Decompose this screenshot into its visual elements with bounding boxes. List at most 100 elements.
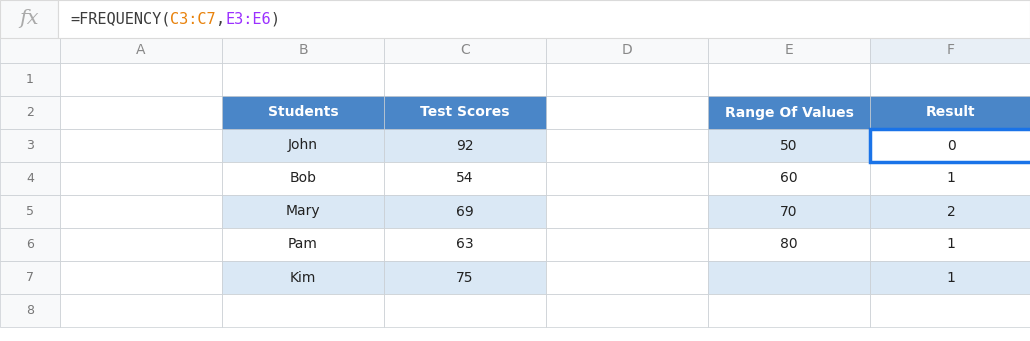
Bar	[222, 96, 384, 129]
Bar	[60, 162, 222, 195]
Text: B: B	[299, 44, 308, 58]
Bar	[546, 162, 708, 195]
Bar	[546, 294, 708, 327]
Bar	[0, 228, 60, 261]
Bar	[222, 195, 384, 228]
Bar	[870, 96, 1030, 129]
Bar	[870, 38, 1030, 63]
Bar	[384, 228, 546, 261]
Text: John: John	[288, 138, 318, 152]
Bar	[546, 63, 708, 96]
Bar	[222, 96, 384, 129]
Text: 63: 63	[456, 237, 474, 252]
Bar	[384, 63, 546, 96]
Text: 54: 54	[456, 172, 474, 186]
Text: D: D	[622, 44, 632, 58]
Bar	[222, 294, 384, 327]
Bar	[60, 261, 222, 294]
Text: 1: 1	[947, 172, 956, 186]
Bar	[870, 129, 1030, 162]
Bar	[60, 294, 222, 327]
Text: E3:E6: E3:E6	[226, 12, 271, 27]
Text: C3:C7: C3:C7	[170, 12, 216, 27]
Bar	[546, 195, 708, 228]
Bar	[708, 261, 870, 294]
Text: =FREQUENCY(: =FREQUENCY(	[70, 12, 170, 27]
Text: 70: 70	[781, 205, 798, 219]
Bar	[384, 129, 546, 162]
Text: fx: fx	[20, 10, 39, 29]
Bar	[222, 38, 384, 63]
Text: 69: 69	[456, 205, 474, 219]
Bar	[546, 228, 708, 261]
Bar	[60, 228, 222, 261]
Bar	[222, 63, 384, 96]
Bar	[384, 162, 546, 195]
Text: 75: 75	[456, 270, 474, 284]
Bar	[708, 162, 870, 195]
Text: 3: 3	[26, 139, 34, 152]
Bar	[0, 38, 60, 63]
Bar	[60, 129, 222, 162]
Bar	[0, 129, 60, 162]
Text: 60: 60	[780, 172, 798, 186]
Bar	[870, 228, 1030, 261]
Text: 4: 4	[26, 172, 34, 185]
Bar	[870, 96, 1030, 129]
Text: 5: 5	[26, 205, 34, 218]
Text: Pam: Pam	[288, 237, 318, 252]
Bar	[222, 129, 384, 162]
Bar	[222, 228, 384, 261]
Bar	[0, 195, 60, 228]
Bar	[546, 261, 708, 294]
Text: 2: 2	[26, 106, 34, 119]
Bar	[222, 261, 384, 294]
Bar	[870, 195, 1030, 228]
Bar	[708, 96, 870, 129]
Text: E: E	[785, 44, 793, 58]
Text: 80: 80	[780, 237, 798, 252]
Text: F: F	[947, 44, 955, 58]
Bar	[708, 63, 870, 96]
Text: Test Scores: Test Scores	[420, 105, 510, 119]
Bar	[60, 38, 222, 63]
Text: 0: 0	[947, 138, 956, 152]
Text: 92: 92	[456, 138, 474, 152]
Bar	[870, 261, 1030, 294]
Text: ): )	[271, 12, 280, 27]
Text: Bob: Bob	[289, 172, 316, 186]
Text: Mary: Mary	[285, 205, 320, 219]
Bar	[0, 261, 60, 294]
Text: ,: ,	[216, 12, 226, 27]
Bar	[0, 63, 60, 96]
Bar	[870, 162, 1030, 195]
Bar	[60, 195, 222, 228]
Bar	[708, 96, 870, 129]
Bar	[546, 38, 708, 63]
Bar	[708, 38, 870, 63]
Text: 1: 1	[26, 73, 34, 86]
Bar	[708, 129, 870, 162]
Bar	[384, 294, 546, 327]
Bar	[384, 96, 546, 129]
Bar	[870, 63, 1030, 96]
Text: 6: 6	[26, 238, 34, 251]
Bar	[222, 162, 384, 195]
Bar	[384, 38, 546, 63]
Text: Range Of Values: Range Of Values	[724, 105, 854, 119]
Bar	[384, 96, 546, 129]
Bar	[384, 261, 546, 294]
Bar	[708, 195, 870, 228]
Text: 1: 1	[947, 237, 956, 252]
Bar	[708, 228, 870, 261]
Text: 2: 2	[947, 205, 956, 219]
Bar	[870, 129, 1030, 162]
Text: 1: 1	[947, 270, 956, 284]
Text: A: A	[136, 44, 146, 58]
Bar	[0, 294, 60, 327]
Bar	[546, 96, 708, 129]
Bar	[384, 195, 546, 228]
Text: 8: 8	[26, 304, 34, 317]
Text: Kim: Kim	[289, 270, 316, 284]
Bar	[0, 96, 60, 129]
